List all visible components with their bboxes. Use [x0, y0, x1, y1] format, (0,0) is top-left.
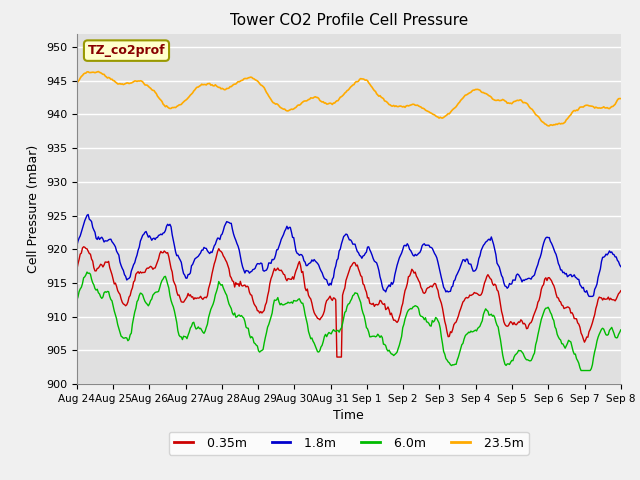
X-axis label: Time: Time [333, 409, 364, 422]
Title: Tower CO2 Profile Cell Pressure: Tower CO2 Profile Cell Pressure [230, 13, 468, 28]
Legend:  0.35m,  1.8m,  6.0m,  23.5m: 0.35m, 1.8m, 6.0m, 23.5m [169, 432, 529, 455]
Y-axis label: Cell Pressure (mBar): Cell Pressure (mBar) [28, 144, 40, 273]
Text: TZ_co2prof: TZ_co2prof [88, 44, 165, 57]
